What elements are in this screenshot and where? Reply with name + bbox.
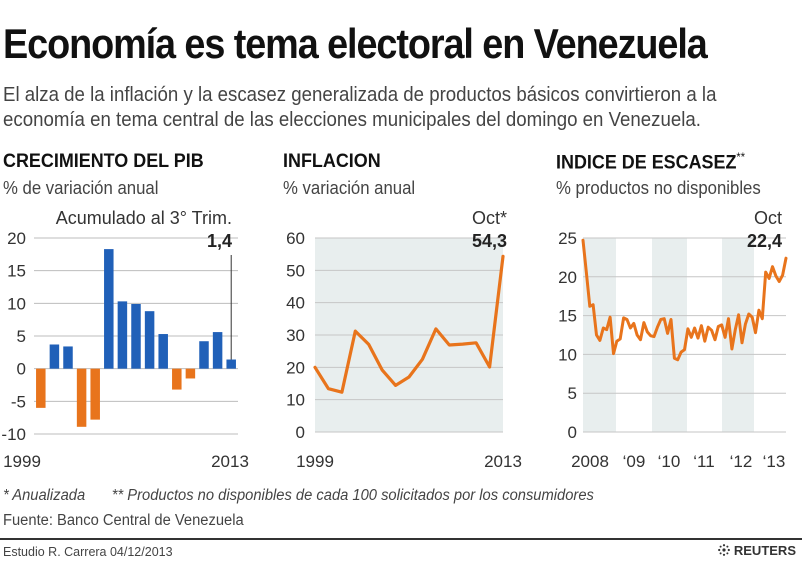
gdp-bar [63, 346, 73, 369]
source-note: Fuente: Banco Central de Venezuela [3, 512, 244, 529]
footer-divider [0, 538, 802, 540]
gdp-chart-title: CRECIMIENTO DEL PIB [3, 150, 204, 172]
scarcity-title-text: INDICE DE ESCASEZ [556, 151, 737, 174]
scarcity-y-tick-label: 0 [568, 423, 577, 442]
reuters-logo-icon [717, 544, 730, 556]
inflation-x-tick-label: 2013 [484, 452, 522, 471]
footnotes: * Anualizada ** Productos no disponibles … [3, 487, 594, 505]
scarcity-year-band [652, 238, 687, 432]
gdp-chart-subtitle: % de variación anual [3, 178, 159, 198]
gdp-bar [226, 359, 236, 369]
inflation-y-tick-label: 20 [286, 358, 305, 377]
inflation-x-tick-label: 1999 [296, 452, 334, 471]
inflation-y-tick-label: 10 [286, 391, 305, 410]
gdp-y-tick-label: 15 [7, 262, 26, 281]
scarcity-chart-subtitle: % productos no disponibles [556, 178, 761, 198]
gdp-bar [90, 368, 100, 420]
footnote-scarcity: ** Productos no disponibles de cada 100 … [111, 487, 594, 504]
inflation-chart-subtitle: % variación anual [283, 178, 416, 198]
gdp-y-tick-label: 20 [7, 229, 26, 248]
gdp-bar [76, 368, 87, 427]
gdp-highlight-value: 1,4 [207, 231, 232, 251]
subtitle-line-2: economía en tema central de las eleccion… [3, 108, 701, 131]
inflation-y-tick-label: 60 [286, 229, 305, 248]
gdp-bar [36, 368, 46, 408]
gdp-bar [199, 341, 209, 369]
scarcity-y-tick-label: 20 [558, 268, 577, 287]
scarcity-x-tick-label: ‘11 [693, 452, 714, 471]
footnote-annualized: * Anualizada [3, 487, 86, 504]
scarcity-x-tick-label: 2008 [571, 452, 609, 471]
gdp-bar [172, 368, 182, 390]
gdp-bar [185, 368, 196, 379]
gdp-annotation: Acumulado al 3° Trim. [56, 208, 232, 228]
scarcity-series-line [581, 238, 788, 362]
brand-mark: REUTERS [717, 543, 796, 558]
gdp-bar [49, 344, 60, 369]
scarcity-y-tick-label: 25 [558, 229, 577, 248]
brand-name: REUTERS [733, 543, 796, 558]
inflation-y-tick-label: 30 [286, 326, 305, 345]
scarcity-year-band [722, 238, 754, 432]
subtitle-line-1: El alza de la inflación y la escasez gen… [3, 83, 717, 106]
page-subtitle: El alza de la inflación y la escasez gen… [3, 82, 731, 132]
scarcity-highlight-value: 22,4 [747, 231, 782, 251]
gdp-y-tick-label: 10 [7, 294, 26, 313]
gdp-y-tick-label: 5 [17, 327, 26, 346]
scarcity-y-tick-label: 15 [558, 307, 577, 326]
scarcity-chart-title: INDICE DE ESCASEZ** [556, 150, 745, 175]
inflation-highlight-value: 54,3 [472, 231, 507, 251]
gdp-bar [117, 301, 128, 369]
inflation-y-tick-label: 50 [286, 261, 305, 280]
gdp-bar [212, 332, 223, 369]
gdp-y-tick-label: -5 [11, 392, 26, 411]
graphic-credit: Estudio R. Carrera 04/12/2013 [3, 545, 173, 559]
scarcity-x-tick-label: ‘09 [623, 452, 646, 471]
inflation-annotation: Oct* [472, 208, 507, 228]
gdp-bar [131, 303, 141, 369]
scarcity-x-tick-label: ‘10 [658, 452, 681, 471]
scarcity-x-tick-label: ‘13 [763, 452, 786, 471]
page-title: Economía es tema electoral en Venezuela [3, 20, 708, 67]
gdp-bar [104, 249, 114, 369]
scarcity-y-tick-label: 5 [568, 384, 577, 403]
gdp-y-tick-label: 0 [17, 360, 26, 379]
scarcity-x-tick-label: ‘12 [730, 452, 753, 471]
scarcity-title-mark: ** [736, 150, 746, 164]
gdp-y-tick-label: -10 [1, 425, 26, 444]
gdp-bar [158, 334, 168, 369]
gdp-x-tick-label: 2013 [211, 452, 249, 471]
scarcity-y-tick-label: 10 [558, 345, 577, 364]
gdp-x-tick-label: 1999 [3, 452, 41, 471]
scarcity-annotation: Oct [754, 208, 782, 228]
inflation-series-line [313, 254, 505, 394]
gdp-bar [144, 311, 155, 369]
inflation-y-tick-label: 0 [296, 423, 305, 442]
inflation-chart-title: INFLACION [283, 150, 381, 172]
inflation-y-tick-label: 40 [286, 294, 305, 313]
